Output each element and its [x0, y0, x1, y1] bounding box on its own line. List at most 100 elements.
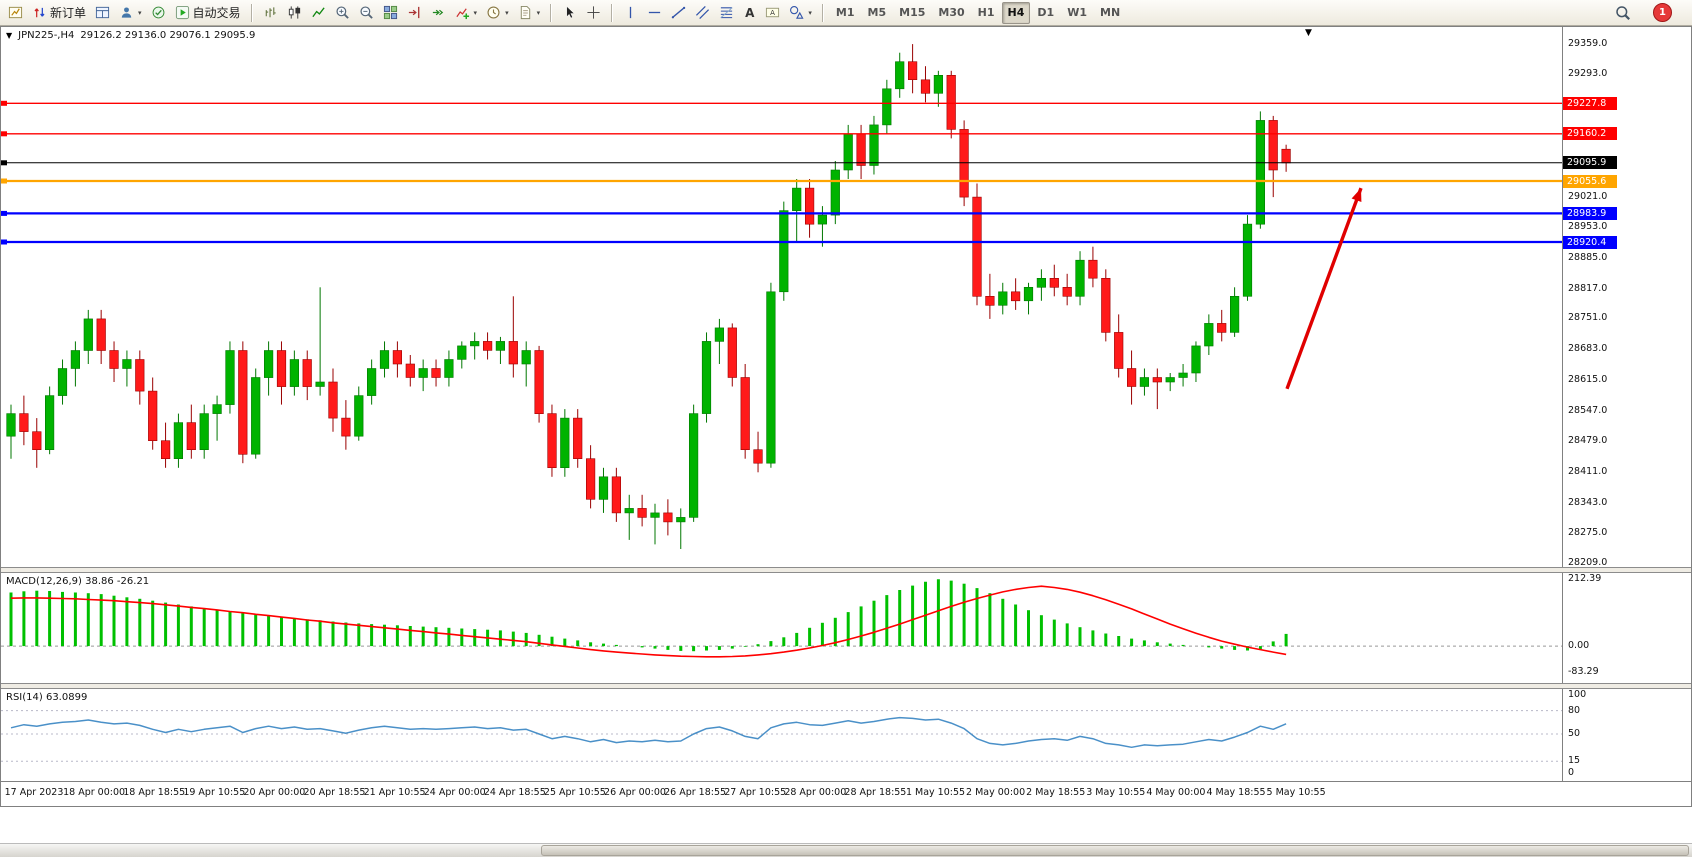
candle	[109, 350, 119, 369]
tf-m1[interactable]: M1	[830, 2, 861, 24]
pane-separator[interactable]	[1, 567, 1691, 573]
rsi-axis-label: 100	[1568, 689, 1587, 700]
candle	[1049, 278, 1059, 288]
candle	[804, 187, 815, 225]
price-badge: 28920.4	[1563, 235, 1617, 249]
crosshair-button[interactable]	[582, 2, 605, 24]
hline-left-marker	[1, 160, 7, 166]
candlestick-series	[6, 44, 1291, 549]
price-axis-label: 28615.0	[1568, 373, 1608, 385]
scrollbar-thumb[interactable]	[541, 845, 1689, 856]
price-axis-label: 28683.0	[1568, 343, 1608, 355]
templates-button[interactable]: ▾	[514, 2, 545, 24]
tile-windows-button[interactable]	[379, 2, 402, 24]
time-axis-label: 28 Apr 18:55	[844, 787, 907, 798]
tf-d1[interactable]: D1	[1031, 2, 1060, 24]
periods-button[interactable]: ▾	[482, 2, 513, 24]
time-axis[interactable]: 17 Apr 2023 18 Apr 00:00 18 Apr 18:55 19 Ap…	[1, 781, 1691, 806]
new-order-button-label: 新订单	[50, 6, 87, 20]
rsi-indicator-pane: 100 80 50 15 0 RSI(14) 63.0899	[1, 689, 1691, 781]
pane-separator[interactable]	[1, 683, 1691, 689]
trendline-button[interactable]	[667, 2, 690, 24]
search-button[interactable]	[1611, 2, 1635, 24]
indicators-button[interactable]: ▾	[451, 2, 482, 24]
arrows-shapes-button[interactable]: ▾	[785, 2, 816, 24]
new-order-button[interactable]: 新订单	[28, 2, 90, 24]
tiles-icon	[383, 5, 398, 20]
tf-m15[interactable]: M15	[893, 2, 931, 24]
tf-mn[interactable]: MN	[1094, 2, 1126, 24]
chart-windows-button[interactable]	[91, 2, 114, 24]
time-axis-label: 24 Apr 00:00	[423, 787, 486, 798]
market-watch-button[interactable]	[147, 2, 170, 24]
candle	[817, 214, 827, 225]
candle	[676, 517, 686, 523]
price-axis[interactable]: 29359.0 29293.0 29021.0 28953.0 28885.0 28817…	[1562, 27, 1690, 568]
zoom-in-button[interactable]	[331, 2, 354, 24]
text-button-glyph: A	[745, 5, 755, 20]
candle	[1178, 372, 1188, 378]
candle	[315, 381, 325, 387]
notification-badge[interactable]: 1	[1653, 3, 1672, 22]
time-axis-label: 5 May 10:55	[1266, 787, 1326, 798]
main-chart-plot[interactable]	[1, 27, 1562, 567]
trend-arrow-annotation[interactable]	[1285, 187, 1363, 390]
candle	[1152, 377, 1162, 383]
auto-scroll-button[interactable]	[427, 2, 450, 24]
candle	[1088, 259, 1098, 279]
horizontal-scrollbar[interactable]	[0, 843, 1692, 857]
candle	[521, 350, 531, 365]
candle	[920, 79, 931, 94]
candle	[135, 359, 145, 392]
time-axis-label: 4 May 00:00	[1146, 787, 1206, 798]
cursor-button[interactable]	[558, 2, 581, 24]
candle	[379, 350, 390, 369]
channel-icon	[695, 5, 710, 20]
line-chart-button[interactable]	[307, 2, 330, 24]
fibonacci-button[interactable]	[715, 2, 738, 24]
bar-chart-button[interactable]	[259, 2, 282, 24]
price-badge: 29227.8	[1563, 96, 1617, 110]
price-axis-label: 28953.0	[1568, 221, 1608, 233]
candle-chart-button[interactable]	[283, 2, 306, 24]
macd-axis[interactable]: 212.39 0.00 -83.29	[1562, 573, 1690, 683]
new-chart-button[interactable]	[4, 2, 27, 24]
tf-h4[interactable]: H4	[1001, 1, 1031, 24]
candle	[753, 449, 763, 464]
candle	[585, 458, 596, 500]
candle	[779, 210, 789, 293]
quick-menu-arrow-icon[interactable]: ▼	[1305, 28, 1312, 38]
candle	[933, 74, 943, 94]
macd-plot[interactable]	[1, 573, 1562, 683]
price-axis-label: 28275.0	[1568, 527, 1608, 539]
zoom-out-button[interactable]	[355, 2, 378, 24]
hline-left-marker	[1, 239, 7, 245]
auto-trading-button[interactable]: 自动交易	[171, 2, 245, 24]
text-label-button[interactable]: A	[761, 2, 784, 24]
channel-button[interactable]	[691, 2, 714, 24]
candle	[1075, 259, 1085, 297]
candle	[96, 318, 106, 351]
zoomin-icon	[335, 5, 350, 20]
tf-h1[interactable]: H1	[972, 2, 1001, 24]
profiles-button[interactable]: ▾	[115, 2, 146, 24]
time-axis-label: 20 Apr 18:55	[303, 787, 366, 798]
vertical-line-button[interactable]	[619, 2, 642, 24]
timeframe-label: M30	[938, 6, 965, 19]
text-button[interactable]: A	[739, 2, 760, 24]
price-axis-label: 28817.0	[1568, 282, 1608, 294]
candle	[225, 350, 235, 405]
horizontal-line-button[interactable]	[643, 2, 666, 24]
shift-chart-button[interactable]	[403, 2, 426, 24]
tf-m30[interactable]: M30	[932, 2, 970, 24]
chart-menu-icon[interactable]: ▼	[6, 31, 13, 40]
candle	[186, 422, 196, 451]
candle	[766, 291, 776, 464]
rsi-plot[interactable]	[1, 689, 1562, 781]
rsi-axis[interactable]: 100 80 50 15 0	[1562, 689, 1690, 781]
price-axis-label: 29359.0	[1568, 38, 1608, 50]
rsi-line	[10, 716, 1287, 749]
time-axis-label: 26 Apr 18:55	[664, 787, 727, 798]
tf-w1[interactable]: W1	[1061, 2, 1093, 24]
tf-m5[interactable]: M5	[862, 2, 893, 24]
